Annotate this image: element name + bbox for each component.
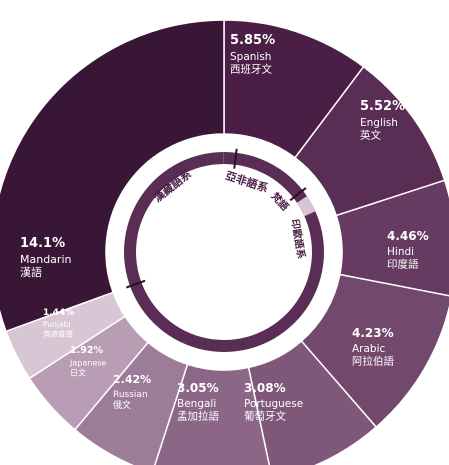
label-zh-mandarin: 漢語 [20,265,42,279]
slice-bengali [154,363,271,465]
label-zh-hindi: 印度語 [387,258,419,271]
label-zh-russian: 俄文 [113,399,131,411]
label-en-mandarin: Mandarin [20,253,72,266]
family-ring-sanskrit [296,196,316,217]
label-pct-english: 5.52% [360,99,405,114]
family-ring [124,151,325,352]
slice-portuguese [247,339,378,465]
label-pct-mandarin: 14.1% [20,236,65,251]
label-en-portuguese: Portuguese [244,398,303,410]
family-label-2: 梵語 [269,190,292,214]
label-pct-japanese: 1.92% [70,345,103,356]
label-zh-english: 英文 [360,129,381,142]
label-zh-portuguese: 葡萄牙文 [244,410,286,423]
label-en-russian: Russian [113,390,148,400]
family-divider-0 [233,148,238,169]
label-zh-japanese: 日文 [70,368,86,378]
family-divider-2 [125,279,146,289]
label-pct-bengali: 3.05% [177,381,219,395]
label-pct-punjabi: 1.44% [43,308,74,318]
label-zh-punjabi: 旁遮普語 [43,329,73,339]
label-en-bengali: Bengali [177,398,216,410]
label-zh-bengali: 孟加拉語 [177,410,219,423]
label-pct-arabic: 4.23% [352,326,394,340]
label-pct-russian: 2.42% [113,373,151,386]
label-en-punjabi: Punjabi [43,320,70,329]
label-pct-hindi: 4.46% [387,229,429,243]
label-en-hindi: Hindi [387,246,414,258]
slice-hindi [335,179,449,297]
family-divider-1 [289,187,307,202]
label-pct-portuguese: 3.08% [244,381,286,395]
family-label-3: 印歐語系 [288,218,308,260]
label-en-english: English [360,117,398,129]
label-pct-spanish: 5.85% [230,33,275,48]
donut-slices [0,19,449,465]
label-en-japanese: Japanese [69,359,106,368]
label-en-spanish: Spanish [230,51,271,63]
label-zh-spanish: 西班牙文 [230,63,272,76]
label-zh-arabic: 阿拉伯語 [352,355,394,368]
label-en-arabic: Arabic [352,343,386,355]
slice-mandarin [0,19,225,333]
